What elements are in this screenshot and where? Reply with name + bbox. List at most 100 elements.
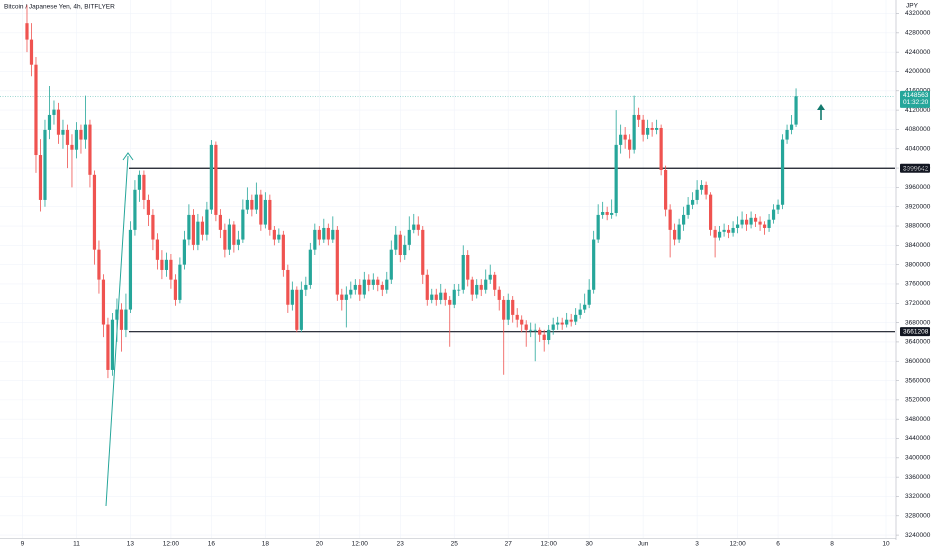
up-arrow-head <box>817 104 825 110</box>
candle-body <box>574 314 578 322</box>
y-tick-label: 3240000 <box>905 532 931 539</box>
candle-body <box>511 299 515 315</box>
candle-body <box>196 221 200 245</box>
candle-body <box>771 209 776 220</box>
candle-body <box>290 289 294 305</box>
candle-body <box>753 217 758 222</box>
candle-body <box>286 269 290 305</box>
candle-body <box>493 274 497 290</box>
candle-body <box>592 239 596 290</box>
candle-body <box>758 221 762 225</box>
candle-body <box>358 284 362 295</box>
candle-body <box>614 144 618 213</box>
candle-body <box>277 234 281 240</box>
candle-body <box>646 127 650 135</box>
candle-body <box>52 109 56 115</box>
candle-body <box>637 114 641 120</box>
level-label: 3661208 <box>903 329 929 336</box>
candle-body <box>475 284 479 295</box>
candle-body <box>214 144 218 215</box>
y-tick-label: 4040000 <box>905 145 931 152</box>
candle-body <box>709 194 713 230</box>
candle-body <box>686 204 690 215</box>
candle-body <box>578 309 582 315</box>
x-tick-label: 12:00 <box>541 541 558 548</box>
candle-body <box>506 299 510 320</box>
y-tick-label: 4000000 <box>905 165 931 172</box>
x-tick-label: 20 <box>316 541 324 548</box>
candle-body <box>515 314 519 320</box>
candle-body <box>119 309 124 330</box>
y-tick-label: 3920000 <box>905 203 931 210</box>
candle-body <box>416 224 420 230</box>
candle-body <box>762 224 767 228</box>
current-price-label: 4148563 <box>903 92 929 99</box>
candle-body <box>376 279 380 285</box>
level-label-box <box>900 327 930 337</box>
candle-body <box>704 184 708 195</box>
y-tick-label: 3720000 <box>905 300 931 307</box>
candle-body <box>470 279 474 295</box>
y-tick-label: 3960000 <box>905 184 931 191</box>
candle-body <box>785 129 789 140</box>
candle-body <box>717 231 722 238</box>
candle-body <box>97 249 101 280</box>
candle-body <box>461 254 465 290</box>
candle-body <box>151 214 155 240</box>
candle-body <box>182 239 186 265</box>
candle-body <box>362 279 366 295</box>
candle-body <box>281 234 285 270</box>
candle-body <box>691 199 695 205</box>
candle-body <box>744 219 749 225</box>
axes: 3240000 3280000 3320000 3360000 3400000 34400… <box>21 10 931 547</box>
candle-body <box>776 204 780 210</box>
candle-body <box>137 174 142 190</box>
candle-body <box>295 289 299 330</box>
candle-body <box>160 259 164 270</box>
candle-body <box>241 209 245 240</box>
candle-body <box>56 109 61 135</box>
candle-body <box>749 217 753 225</box>
candle-body <box>74 129 79 150</box>
candle-body <box>169 259 173 280</box>
candle-body <box>313 229 317 250</box>
candle-body <box>565 319 569 325</box>
candle-body <box>484 279 488 290</box>
candle-body <box>556 322 560 325</box>
candle-body <box>443 292 447 300</box>
candle-body <box>331 229 335 240</box>
candle-body <box>335 229 339 295</box>
trend-arrow-head <box>122 152 134 161</box>
candle-body <box>479 284 483 290</box>
candle-body <box>43 129 47 200</box>
candle-body <box>713 229 717 238</box>
candle-body <box>299 289 303 330</box>
candle-body <box>569 319 573 322</box>
candle-body <box>92 174 97 250</box>
level-label-box <box>900 163 930 173</box>
x-tick-label: 16 <box>208 541 216 548</box>
candle-body <box>106 324 110 370</box>
candle-body <box>110 319 115 370</box>
candle-body <box>326 227 330 240</box>
y-tick-label: 3760000 <box>905 281 931 288</box>
candle-body <box>789 124 794 130</box>
candle-body <box>605 212 609 215</box>
candle-body <box>497 289 501 300</box>
candle-body <box>794 96 798 125</box>
candle-body <box>88 124 92 175</box>
candle-body <box>164 259 169 270</box>
x-tick-label: 18 <box>262 541 270 548</box>
candle-body <box>587 289 591 305</box>
chart-title: Bitcoin / Japanese Yen, 4h, BITFLYER <box>4 4 115 11</box>
candle-body <box>155 239 160 260</box>
level-label: 3999642 <box>903 165 929 172</box>
candle-body <box>25 23 29 40</box>
candle-body <box>79 129 83 140</box>
candle-body <box>466 254 470 280</box>
candle-body <box>655 127 659 130</box>
x-tick-label: 12:00 <box>352 541 369 548</box>
candle-body <box>254 194 258 210</box>
candle-body <box>367 279 371 285</box>
drawings <box>105 104 825 507</box>
